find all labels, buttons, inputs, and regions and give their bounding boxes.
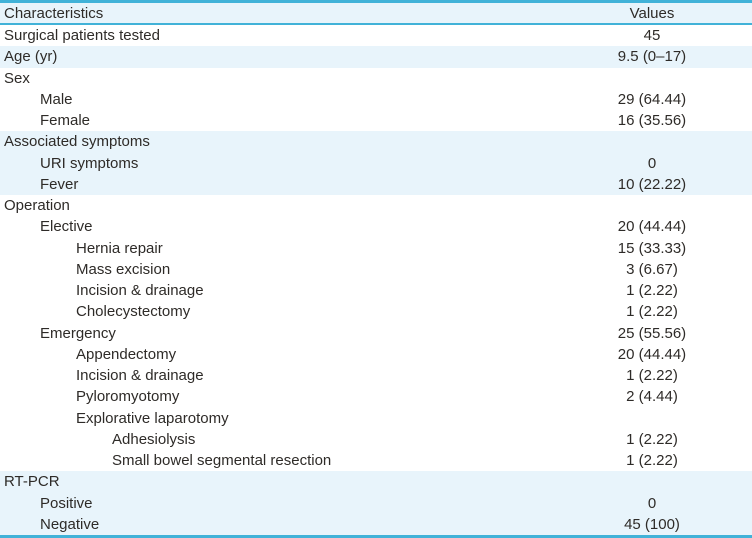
value-cell: 0 bbox=[647, 494, 657, 512]
characteristic-cell: Incision & drainage bbox=[76, 367, 204, 385]
characteristic-cell: Incision & drainage bbox=[76, 282, 204, 300]
value-cell: 29 (64.44) bbox=[617, 90, 687, 108]
characteristic-cell: Hernia repair bbox=[76, 239, 163, 257]
table-row: Adhesiolysis 1 (2.22) bbox=[0, 429, 752, 450]
table-row: Associated symptoms bbox=[0, 131, 752, 153]
characteristic-cell: Emergency bbox=[40, 324, 116, 342]
table-row: Pyloromyotomy 2 (4.44) bbox=[0, 386, 752, 407]
characteristic-cell: Fever bbox=[40, 175, 79, 193]
characteristic-cell: Small bowel segmental resection bbox=[112, 452, 332, 470]
table-row: Appendectomy 20 (44.44) bbox=[0, 344, 752, 365]
characteristic-cell: Male bbox=[40, 90, 73, 108]
value-cell: 1 (2.22) bbox=[626, 430, 678, 448]
characteristic-cell: Operation bbox=[4, 197, 70, 215]
table-row: Fever 10 (22.22) bbox=[0, 173, 752, 195]
characteristic-cell: Mass excision bbox=[76, 260, 171, 278]
characteristic-cell: Negative bbox=[40, 515, 100, 533]
table-row: Positive 0 bbox=[0, 492, 752, 514]
table-header-row: Characteristics Values bbox=[0, 3, 752, 25]
value-cell: 15 (33.33) bbox=[617, 239, 687, 257]
table-row: Surgical patients tested 45 bbox=[0, 25, 752, 46]
value-cell: 25 (55.56) bbox=[617, 324, 687, 342]
characteristic-cell: URI symptoms bbox=[40, 154, 139, 172]
characteristic-cell: Associated symptoms bbox=[4, 133, 150, 151]
characteristic-cell: Appendectomy bbox=[76, 345, 177, 363]
value-cell: 16 (35.56) bbox=[617, 112, 687, 130]
value-cell: 1 (2.22) bbox=[626, 452, 678, 470]
value-cell: 9.5 (0–17) bbox=[617, 48, 687, 66]
table-row: Cholecystectomy 1 (2.22) bbox=[0, 301, 752, 322]
table-row: Female 16 (35.56) bbox=[0, 110, 752, 131]
table-row: Emergency 25 (55.56) bbox=[0, 323, 752, 344]
table-row: Small bowel segmental resection 1 (2.22) bbox=[0, 450, 752, 471]
table-row: Negative 45 (100) bbox=[0, 513, 752, 535]
characteristic-cell: Pyloromyotomy bbox=[76, 388, 180, 406]
characteristic-cell: Adhesiolysis bbox=[112, 430, 196, 448]
characteristic-cell: Age (yr) bbox=[4, 48, 58, 66]
characteristic-cell: RT-PCR bbox=[4, 473, 60, 491]
value-cell: 20 (44.44) bbox=[617, 218, 687, 236]
table-body: Surgical patients tested 45 Age (yr) 9.5… bbox=[0, 25, 752, 535]
value-cell: 0 bbox=[647, 154, 657, 172]
table-row: Incision & drainage 1 (2.22) bbox=[0, 280, 752, 301]
value-cell: 10 (22.22) bbox=[617, 175, 687, 193]
value-cell: 3 (6.67) bbox=[626, 260, 678, 278]
characteristic-cell: Elective bbox=[40, 218, 93, 236]
table-row: RT-PCR bbox=[0, 471, 752, 493]
table-row: Operation bbox=[0, 195, 752, 216]
characteristic-cell: Female bbox=[40, 112, 91, 130]
table-row: Age (yr) 9.5 (0–17) bbox=[0, 46, 752, 68]
table-row: Elective 20 (44.44) bbox=[0, 216, 752, 237]
value-cell: 1 (2.22) bbox=[626, 303, 678, 321]
characteristic-cell: Positive bbox=[40, 494, 93, 512]
table-row: Incision & drainage 1 (2.22) bbox=[0, 365, 752, 386]
value-cell: 2 (4.44) bbox=[626, 388, 678, 406]
table-row: URI symptoms 0 bbox=[0, 152, 752, 174]
value-cell: 20 (44.44) bbox=[617, 345, 687, 363]
table-row: Hernia repair 15 (33.33) bbox=[0, 238, 752, 259]
column-header-values: Values bbox=[629, 4, 675, 22]
table-row: Explorative laparotomy bbox=[0, 408, 752, 429]
column-header-characteristics: Characteristics bbox=[4, 4, 104, 22]
table-row: Male 29 (64.44) bbox=[0, 89, 752, 110]
characteristic-cell: Surgical patients tested bbox=[4, 27, 160, 45]
value-cell: 1 (2.22) bbox=[626, 282, 678, 300]
value-cell: 45 bbox=[643, 27, 661, 45]
characteristic-cell: Sex bbox=[4, 69, 30, 87]
value-cell: 1 (2.22) bbox=[626, 367, 678, 385]
characteristic-cell: Explorative laparotomy bbox=[76, 409, 229, 427]
value-cell: 45 (100) bbox=[624, 515, 680, 533]
characteristic-cell: Cholecystectomy bbox=[76, 303, 191, 321]
table-row: Mass excision 3 (6.67) bbox=[0, 259, 752, 280]
table-row: Sex bbox=[0, 68, 752, 89]
